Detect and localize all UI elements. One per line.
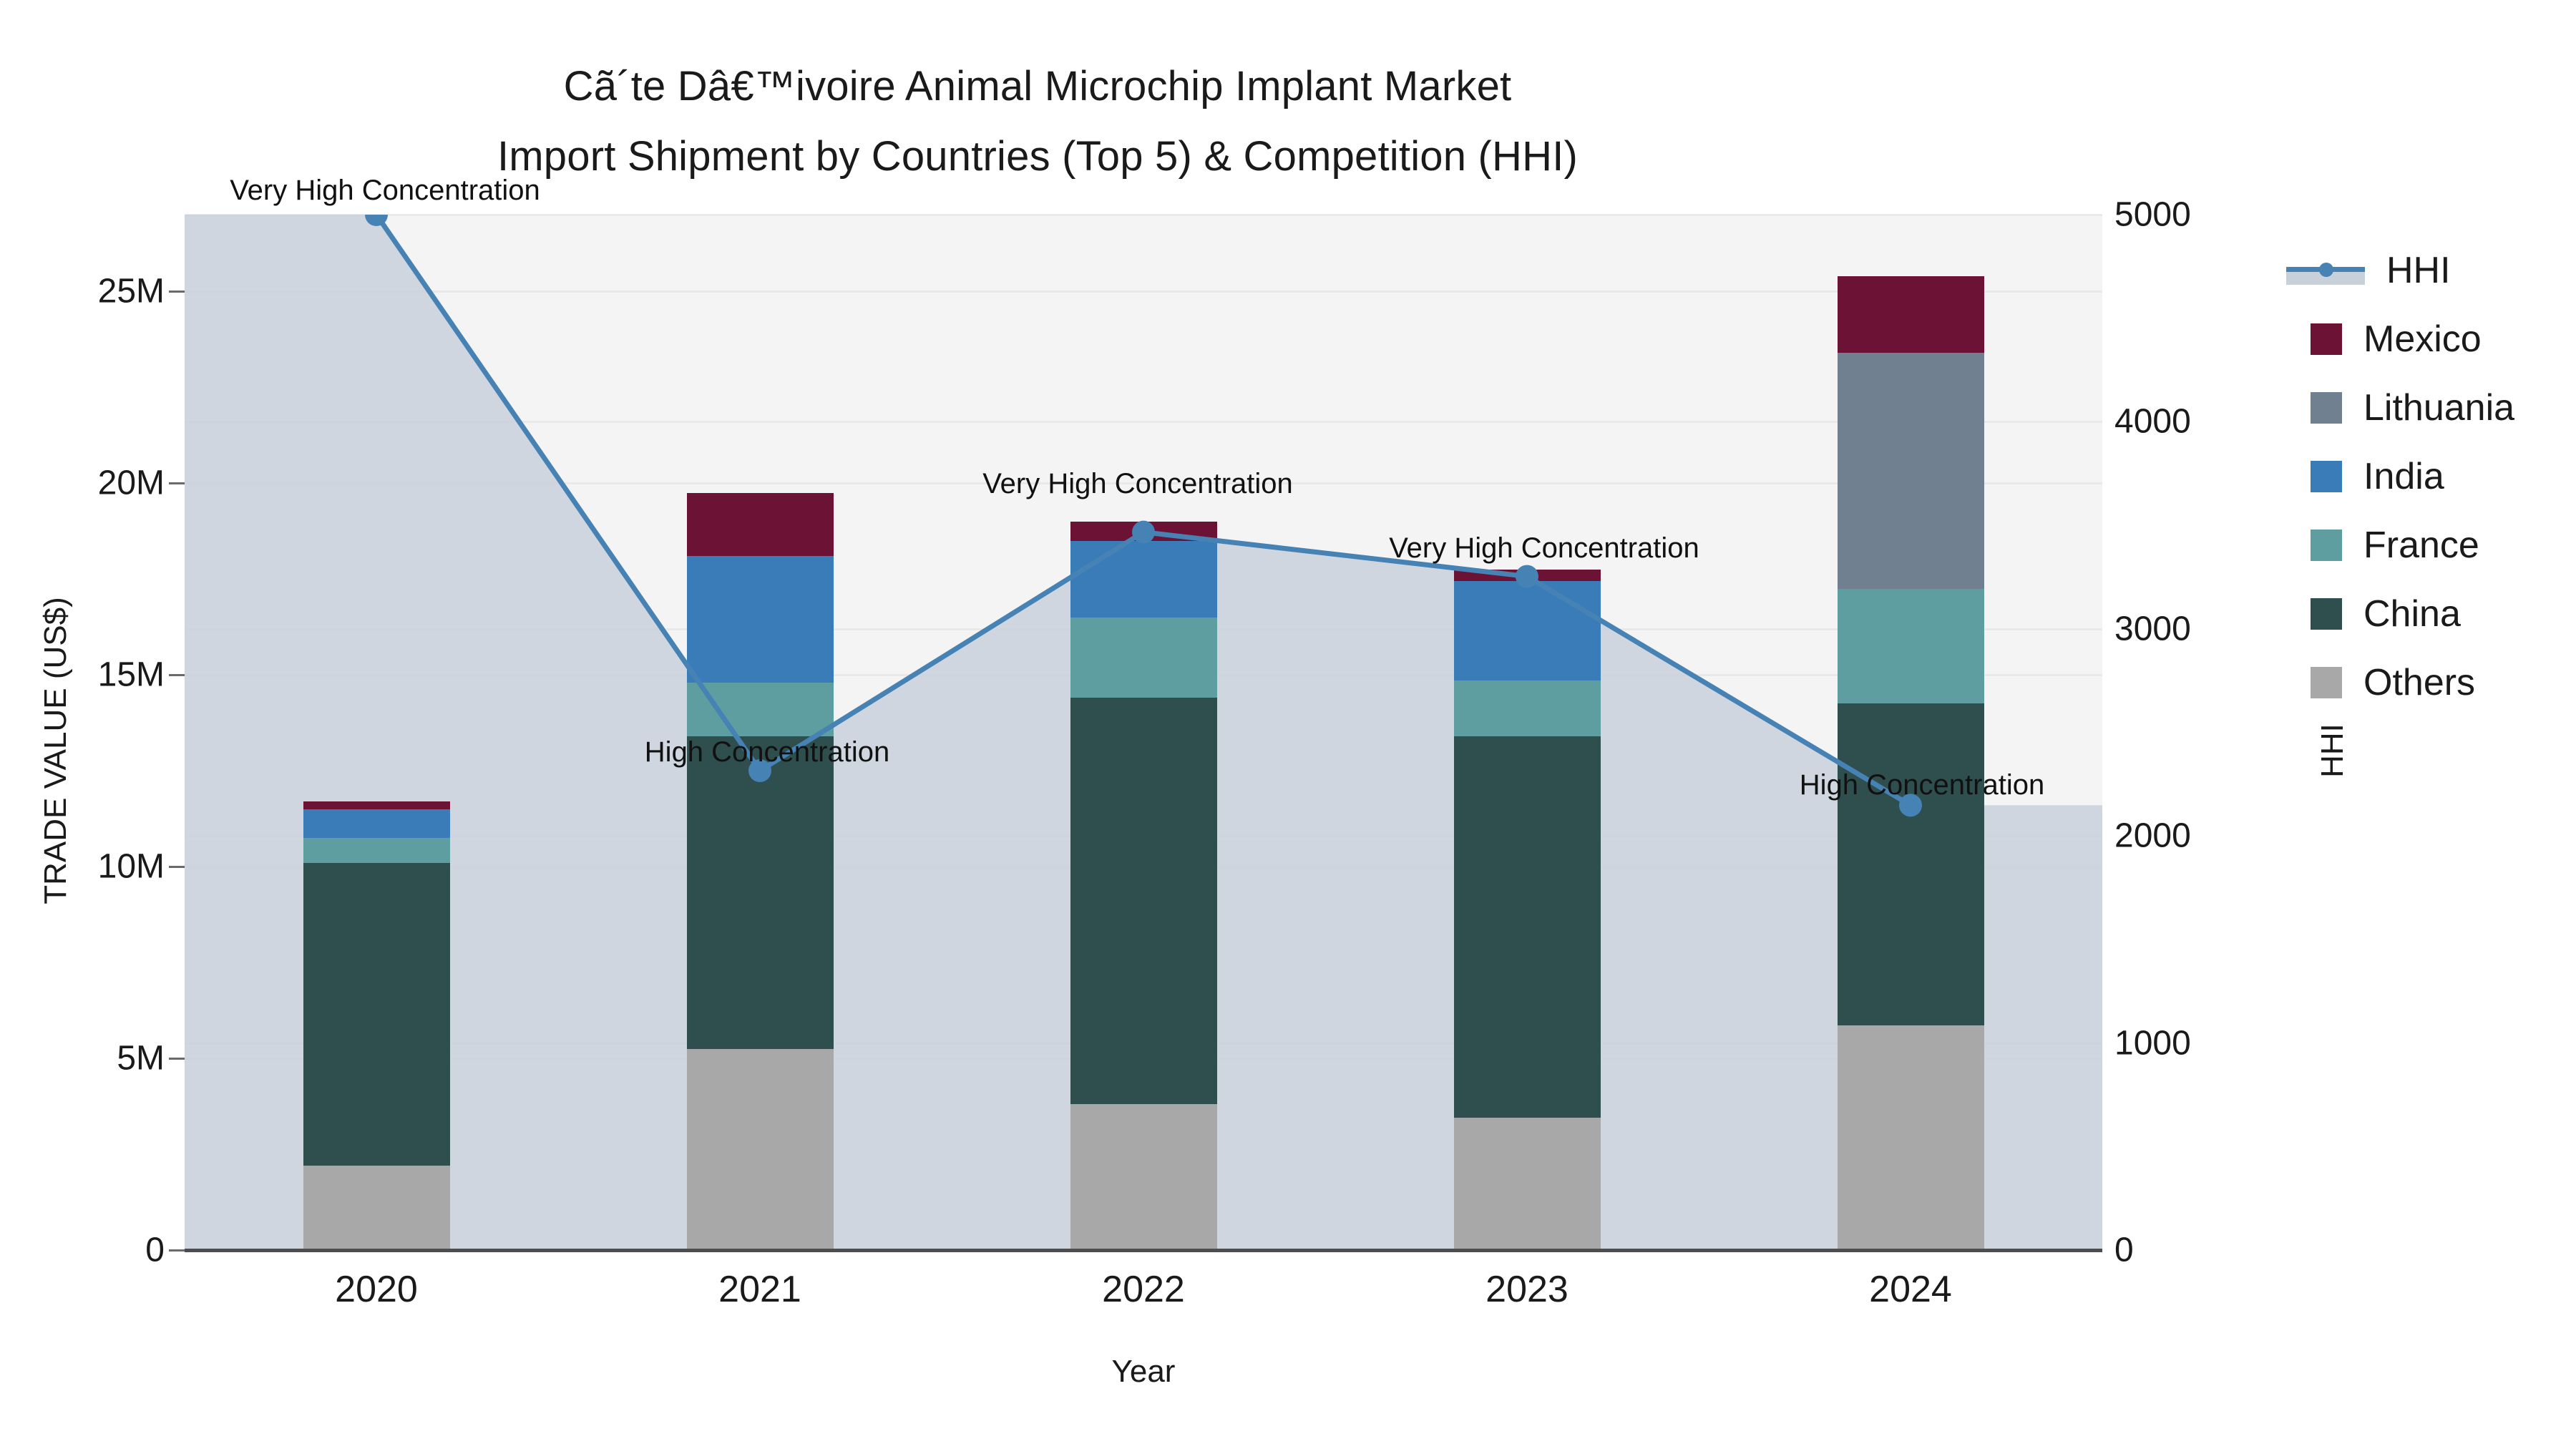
bar-segment-others-2024[interactable] bbox=[1837, 1025, 1984, 1250]
annotation-2021: High Concentration bbox=[644, 736, 890, 769]
chart-title-block: Cã´te Dâ€™ivoire Animal Microchip Implan… bbox=[0, 52, 2075, 192]
x-tick-2020: 2020 bbox=[335, 1269, 418, 1310]
y-tick-mark-left bbox=[169, 482, 185, 485]
chart-title: Cã´te Dâ€™ivoire Animal Microchip Implan… bbox=[563, 63, 1512, 109]
legend-label-lithuania: Lithuania bbox=[2363, 387, 2515, 429]
bar-segment-lithuania-2024[interactable] bbox=[1837, 352, 1984, 589]
bar-segment-mexico-2020[interactable] bbox=[303, 801, 450, 809]
annotation-2024: High Concentration bbox=[1799, 769, 2045, 801]
bar-segment-china-2024[interactable] bbox=[1837, 703, 1984, 1026]
bar-segment-china-2020[interactable] bbox=[303, 862, 450, 1166]
legend-swatch-others bbox=[2311, 667, 2342, 698]
bar-segment-india-2023[interactable] bbox=[1453, 580, 1601, 681]
bar-segment-others-2021[interactable] bbox=[686, 1048, 834, 1250]
legend-item-france[interactable]: France bbox=[2286, 511, 2572, 580]
legend-item-lithuania[interactable]: Lithuania bbox=[2286, 374, 2572, 442]
legend-item-india[interactable]: India bbox=[2286, 442, 2572, 511]
bar-segment-mexico-2021[interactable] bbox=[686, 492, 834, 556]
y-tick-right-0: 0 bbox=[2114, 1231, 2134, 1269]
legend-label-mexico: Mexico bbox=[2363, 318, 2482, 360]
y-tick-right-2000: 2000 bbox=[2114, 816, 2191, 855]
legend-swatch-india bbox=[2311, 461, 2342, 492]
hhi-line-series bbox=[365, 215, 1922, 817]
annotation-2020: Very High Concentration bbox=[230, 175, 540, 206]
y-tick-mark-left bbox=[169, 291, 185, 293]
legend-area-band bbox=[2286, 272, 2365, 285]
y-axis-title-left: TRADE VALUE (US$) bbox=[38, 597, 73, 904]
hhi-marker-2022[interactable] bbox=[1132, 520, 1155, 544]
gridline bbox=[185, 291, 2102, 293]
x-tick-2022: 2022 bbox=[1102, 1269, 1185, 1310]
legend-label-others: Others bbox=[2363, 662, 2476, 703]
gridline-secondary bbox=[185, 214, 2102, 216]
y-tick-left-10M: 10M bbox=[97, 847, 165, 886]
y-tick-left-20M: 20M bbox=[97, 464, 165, 502]
legend: HHI Mexico Lithuania India France China Others bbox=[2286, 236, 2572, 717]
y-tick-right-3000: 3000 bbox=[2114, 610, 2191, 648]
y-tick-mark-left bbox=[169, 866, 185, 869]
legend-label-hhi: HHI bbox=[2386, 250, 2451, 291]
y-tick-mark-left bbox=[169, 1058, 185, 1060]
y-tick-mark-left bbox=[169, 674, 185, 677]
y-tick-right-5000: 5000 bbox=[2114, 195, 2191, 234]
legend-item-mexico[interactable]: Mexico bbox=[2286, 305, 2572, 374]
y-tick-left-15M: 15M bbox=[97, 655, 165, 694]
bar-segment-china-2022[interactable] bbox=[1070, 698, 1217, 1105]
gridline bbox=[185, 482, 2102, 485]
y-tick-mark-left bbox=[169, 1249, 185, 1252]
legend-label-france: France bbox=[2363, 525, 2479, 566]
bar-group-2022[interactable] bbox=[1070, 215, 1217, 1250]
legend-swatch-lithuania bbox=[2311, 392, 2342, 424]
x-tick-2021: 2021 bbox=[718, 1269, 801, 1310]
legend-label-india: India bbox=[2363, 456, 2444, 497]
legend-item-china[interactable]: China bbox=[2286, 580, 2572, 648]
bar-segment-france-2021[interactable] bbox=[686, 682, 834, 736]
bar-segment-india-2021[interactable] bbox=[686, 556, 834, 683]
bar-segment-china-2021[interactable] bbox=[686, 736, 834, 1049]
hhi-marker-2024[interactable] bbox=[1899, 794, 1922, 817]
y-tick-left-0: 0 bbox=[145, 1231, 165, 1269]
annotation-2022: Very High Concentration bbox=[982, 467, 1293, 499]
y-tick-left-5M: 5M bbox=[117, 1039, 165, 1078]
bar-group-2023[interactable] bbox=[1453, 215, 1601, 1250]
legend-swatch-china bbox=[2311, 598, 2342, 630]
bar-group-2020[interactable] bbox=[303, 215, 450, 1250]
gridline-secondary bbox=[185, 421, 2102, 424]
y-tick-right-1000: 1000 bbox=[2114, 1024, 2191, 1063]
legend-swatch-france bbox=[2311, 530, 2342, 561]
legend-line-key-icon bbox=[2286, 255, 2365, 286]
legend-swatch-mexico bbox=[2311, 323, 2342, 355]
hhi-marker-2023[interactable] bbox=[1516, 565, 1538, 588]
legend-line-marker bbox=[2319, 263, 2333, 277]
legend-item-others[interactable]: Others bbox=[2286, 648, 2572, 717]
bar-segment-india-2020[interactable] bbox=[303, 809, 450, 838]
bar-segment-others-2023[interactable] bbox=[1453, 1118, 1601, 1250]
y-tick-right-4000: 4000 bbox=[2114, 402, 2191, 441]
bar-segment-france-2023[interactable] bbox=[1453, 680, 1601, 736]
x-axis-title: Year bbox=[1111, 1354, 1176, 1389]
bar-segment-france-2022[interactable] bbox=[1070, 617, 1217, 698]
bar-segment-mexico-2024[interactable] bbox=[1837, 275, 1984, 353]
bar-segment-india-2022[interactable] bbox=[1070, 540, 1217, 618]
annotation-2023: Very High Concentration bbox=[1389, 532, 1699, 564]
bar-segment-france-2024[interactable] bbox=[1837, 588, 1984, 704]
x-tick-2024: 2024 bbox=[1869, 1269, 1952, 1310]
plot-area: Very High Concentration High Concentratio… bbox=[185, 175, 2102, 1250]
bar-group-2021[interactable] bbox=[686, 215, 834, 1250]
bar-segment-others-2020[interactable] bbox=[303, 1166, 450, 1250]
legend-label-china: China bbox=[2363, 593, 2461, 635]
hhi-polyline bbox=[374, 215, 1912, 808]
bar-group-2024[interactable] bbox=[1837, 215, 1984, 1250]
chart-subtitle: Import Shipment by Countries (Top 5) & C… bbox=[497, 133, 1579, 180]
hhi-marker-2021[interactable] bbox=[748, 759, 771, 783]
hhi-marker-2020[interactable] bbox=[365, 215, 388, 226]
bar-segment-france-2020[interactable] bbox=[303, 837, 450, 863]
bar-segment-china-2023[interactable] bbox=[1453, 736, 1601, 1118]
y-tick-left-25M: 25M bbox=[97, 272, 165, 311]
bars-layer bbox=[185, 215, 2102, 1250]
x-axis-line bbox=[185, 1249, 2102, 1252]
x-tick-2023: 2023 bbox=[1485, 1269, 1568, 1310]
bar-segment-others-2022[interactable] bbox=[1070, 1104, 1217, 1250]
legend-item-hhi[interactable]: HHI bbox=[2286, 236, 2572, 305]
